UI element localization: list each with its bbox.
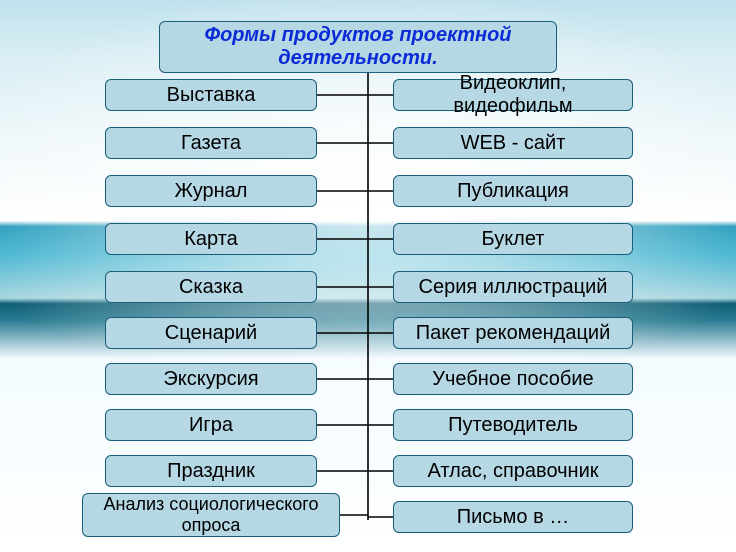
node-seriya: Серия иллюстраций xyxy=(393,271,633,303)
node-analiz: Анализ социологического опроса xyxy=(82,493,340,537)
node-video: Видеоклип, видеофильм xyxy=(393,79,633,111)
node-pismo: Письмо в … xyxy=(393,501,633,533)
node-atlas: Атлас, справочник xyxy=(393,455,633,487)
node-putevod: Путеводитель xyxy=(393,409,633,441)
node-title: Формы продуктов проектной деятельности. xyxy=(159,21,557,73)
node-igra: Игра xyxy=(105,409,317,441)
node-karta: Карта xyxy=(105,223,317,255)
node-zhurnal: Журнал xyxy=(105,175,317,207)
diagram-canvas: Формы продуктов проектной деятельности. В… xyxy=(0,0,736,552)
node-skazka: Сказка xyxy=(105,271,317,303)
node-gazeta: Газета xyxy=(105,127,317,159)
node-vystavka: Выставка xyxy=(105,79,317,111)
node-scenariy: Сценарий xyxy=(105,317,317,349)
node-ekskurs: Экскурсия xyxy=(105,363,317,395)
node-paket: Пакет рекомендаций xyxy=(393,317,633,349)
node-web: WEB - сайт xyxy=(393,127,633,159)
node-prazdnik: Праздник xyxy=(105,455,317,487)
node-publik: Публикация xyxy=(393,175,633,207)
node-buklet: Буклет xyxy=(393,223,633,255)
node-uchebnoe: Учебное пособие xyxy=(393,363,633,395)
